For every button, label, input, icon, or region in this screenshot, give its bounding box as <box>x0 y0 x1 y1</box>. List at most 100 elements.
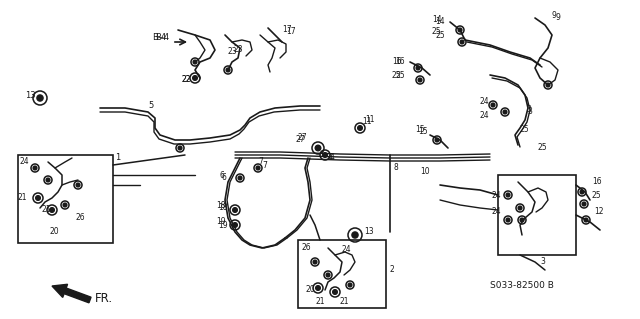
Text: 24: 24 <box>492 207 502 217</box>
Text: 7: 7 <box>258 158 263 167</box>
Circle shape <box>435 138 439 142</box>
Circle shape <box>326 273 330 277</box>
Text: 24: 24 <box>492 190 502 199</box>
Text: B-4: B-4 <box>155 33 169 42</box>
Text: 7: 7 <box>262 160 267 169</box>
Circle shape <box>418 78 422 82</box>
Text: 6: 6 <box>220 170 225 180</box>
FancyArrow shape <box>52 284 91 303</box>
Text: 5: 5 <box>148 100 153 109</box>
Text: 25: 25 <box>538 144 548 152</box>
Text: 17: 17 <box>282 26 292 34</box>
Circle shape <box>316 145 321 151</box>
Bar <box>498 175 576 255</box>
Circle shape <box>460 40 464 44</box>
Circle shape <box>313 260 317 264</box>
Circle shape <box>503 110 507 114</box>
Text: 8: 8 <box>394 164 399 173</box>
Circle shape <box>520 218 524 222</box>
Text: 20: 20 <box>305 286 315 294</box>
Text: S033-82500 B: S033-82500 B <box>490 280 554 290</box>
Text: 25: 25 <box>520 125 530 135</box>
Circle shape <box>193 60 197 64</box>
Bar <box>18 155 113 243</box>
Text: 11: 11 <box>365 115 374 124</box>
Text: 25: 25 <box>392 70 402 79</box>
Text: 25: 25 <box>592 190 602 199</box>
Circle shape <box>333 290 337 294</box>
Text: 18: 18 <box>218 204 227 212</box>
Text: 22: 22 <box>182 76 191 85</box>
Circle shape <box>193 76 197 80</box>
Text: 2: 2 <box>390 265 395 275</box>
Circle shape <box>582 202 586 206</box>
Text: 19: 19 <box>216 218 226 226</box>
Text: 13: 13 <box>25 91 36 100</box>
Text: 24: 24 <box>20 158 29 167</box>
Text: 11: 11 <box>362 117 371 127</box>
Text: B-4: B-4 <box>152 33 166 42</box>
Text: 3: 3 <box>526 106 531 115</box>
Text: 26: 26 <box>75 213 84 222</box>
Text: 14: 14 <box>435 18 445 26</box>
Text: 21: 21 <box>42 205 51 214</box>
Text: 26: 26 <box>302 243 312 253</box>
Text: 21: 21 <box>340 298 349 307</box>
Circle shape <box>358 126 362 130</box>
Text: 6: 6 <box>222 174 227 182</box>
Text: FR.: FR. <box>95 292 113 305</box>
Circle shape <box>46 178 50 182</box>
Text: 21: 21 <box>315 298 324 307</box>
Bar <box>298 240 386 308</box>
Circle shape <box>506 193 510 197</box>
Circle shape <box>323 153 327 157</box>
Text: 17: 17 <box>286 27 296 36</box>
Text: 27: 27 <box>296 136 306 145</box>
Circle shape <box>348 283 352 287</box>
Text: 22: 22 <box>182 76 191 85</box>
Text: 18: 18 <box>216 201 225 210</box>
Text: 13: 13 <box>364 227 374 236</box>
Text: 3: 3 <box>527 108 532 116</box>
Circle shape <box>37 95 43 101</box>
Circle shape <box>352 232 358 238</box>
Text: 3: 3 <box>540 257 545 266</box>
Text: 23: 23 <box>228 48 237 56</box>
Circle shape <box>33 166 36 170</box>
Text: 25: 25 <box>432 27 442 36</box>
Circle shape <box>238 176 242 180</box>
Text: 9: 9 <box>552 11 557 20</box>
Text: 16: 16 <box>392 57 402 66</box>
Text: 20: 20 <box>50 227 60 236</box>
Text: 24: 24 <box>480 110 490 120</box>
Circle shape <box>506 218 510 222</box>
Text: 23: 23 <box>234 46 244 55</box>
Text: 16: 16 <box>592 177 602 187</box>
Circle shape <box>76 183 80 187</box>
Circle shape <box>316 286 320 290</box>
Circle shape <box>492 103 495 107</box>
Text: 21: 21 <box>18 194 28 203</box>
Text: 1: 1 <box>115 153 120 162</box>
Circle shape <box>36 196 40 200</box>
Circle shape <box>584 218 588 222</box>
Text: 27: 27 <box>298 133 308 143</box>
Text: 15: 15 <box>415 125 424 135</box>
Text: 19: 19 <box>218 220 228 229</box>
Circle shape <box>50 208 54 212</box>
Text: 14: 14 <box>432 16 442 25</box>
Text: 15: 15 <box>418 128 428 137</box>
Text: 12: 12 <box>594 207 604 217</box>
Circle shape <box>233 223 237 227</box>
Text: 9: 9 <box>555 13 560 23</box>
Circle shape <box>63 203 67 207</box>
Circle shape <box>416 66 420 70</box>
Text: 24: 24 <box>480 98 490 107</box>
Text: 25: 25 <box>395 70 404 79</box>
Circle shape <box>580 190 584 194</box>
Text: 10: 10 <box>420 167 429 176</box>
Circle shape <box>233 208 237 212</box>
Text: 25: 25 <box>435 31 445 40</box>
Circle shape <box>458 28 462 32</box>
Circle shape <box>226 68 230 72</box>
